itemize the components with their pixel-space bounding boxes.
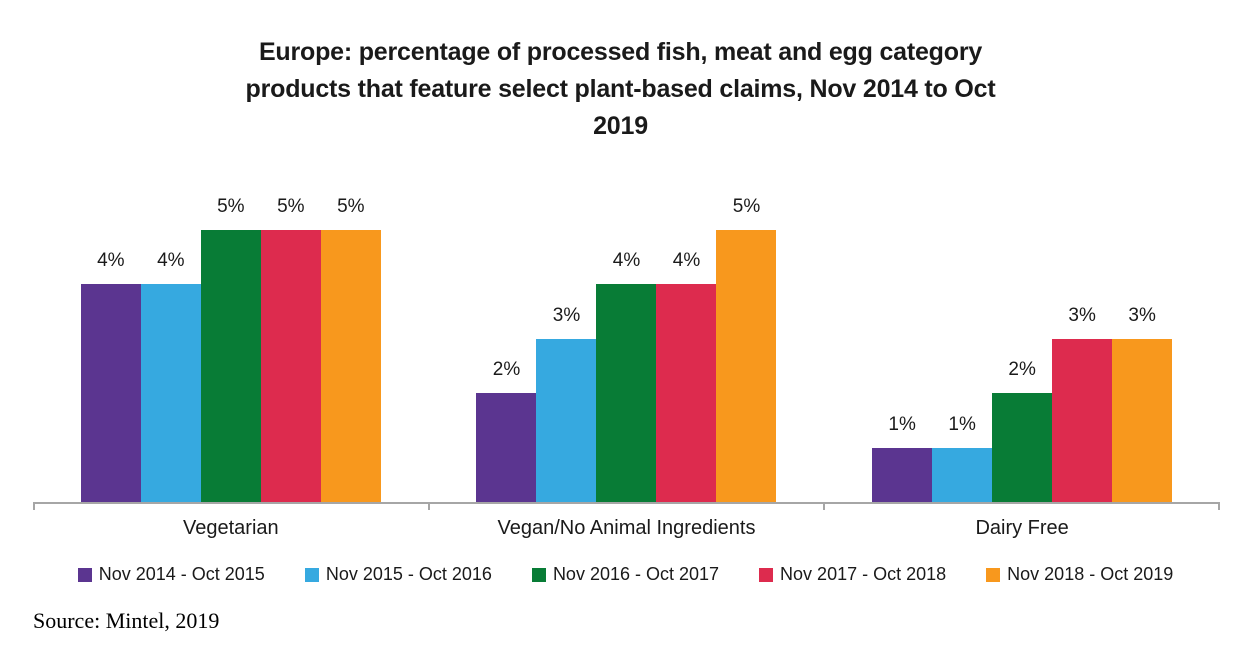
legend-swatch-icon [304, 567, 319, 582]
legend-swatch-icon [77, 567, 92, 582]
legend-label: Nov 2017 - Oct 2018 [780, 564, 947, 584]
bar-value-label: 4% [672, 250, 701, 272]
bar-group-3: 1% 1% 2% 3% 3% [824, 185, 1220, 502]
bar-value-label: 1% [948, 413, 976, 435]
bar-value-label: 4% [157, 250, 185, 272]
legend-item: Nov 2016 - Oct 2017 [531, 564, 720, 585]
source-note: Source: Mintel, 2019 [33, 608, 220, 633]
bar-value-label: 3% [552, 304, 581, 326]
axis-tick [427, 502, 430, 510]
legend-item: Nov 2015 - Oct 2016 [304, 564, 492, 585]
legend-swatch-icon [986, 567, 1001, 582]
axis-tick [1218, 502, 1220, 510]
bar-value-label: 3% [1128, 304, 1156, 326]
bar-value-label: 4% [97, 250, 125, 272]
legend-item: Nov 2018 - Oct 2019 [986, 564, 1173, 585]
bar: 4% [140, 251, 201, 502]
chart-title-line-3: 2019 [593, 112, 648, 140]
bar: 5% [716, 197, 777, 502]
bar: 5% [260, 197, 321, 502]
legend-label: Nov 2014 - Oct 2015 [98, 564, 265, 584]
category-label: Vegetarian [183, 517, 279, 539]
bar-value-label: 5% [732, 196, 761, 217]
chart-title-line-1: Europe: percentage of processed fish, me… [258, 38, 983, 66]
category-label: Vegan/No Animal Ingredients [497, 517, 756, 539]
chart-title-line-2: products that feature select plant-based… [245, 75, 996, 103]
plot-area: 4% 4% 5% 5% 5% 2% 3% 4% 4% 5% 1% 1% 2% 3% 3% [33, 185, 1220, 510]
axis-tick [33, 502, 35, 510]
bar: 1% [872, 414, 933, 502]
legend-label: Nov 2015 - Oct 2016 [325, 564, 492, 584]
legend: Nov 2014 - Oct 2015 Nov 2015 - Oct 2016 No… [0, 564, 1251, 585]
axis-tick [823, 502, 826, 510]
legend-swatch-icon [531, 567, 546, 582]
bar: 4% [80, 251, 141, 502]
legend-swatch-icon [759, 567, 774, 582]
bar-value-label: 5% [277, 196, 305, 217]
bar: 5% [320, 197, 381, 502]
bar: 4% [656, 251, 717, 502]
chart-title: Europe: percentage of processed fish, me… [0, 34, 1241, 145]
bar: 2% [992, 360, 1053, 502]
x-axis-category-labels: Vegetarian Vegan/No Animal Ingredients Dai… [33, 516, 1220, 540]
bar-group-1: 4% 4% 5% 5% 5% [33, 185, 429, 502]
bar-group-2: 2% 3% 4% 4% 5% [429, 185, 825, 502]
bar: 1% [932, 414, 993, 502]
legend-item: Nov 2014 - Oct 2015 [77, 564, 265, 585]
bar-value-label: 2% [1008, 359, 1036, 381]
bar: 5% [200, 197, 261, 502]
bar-value-label: 3% [1068, 304, 1096, 326]
bar-value-label: 4% [612, 250, 641, 272]
bar: 3% [536, 305, 597, 502]
bar-value-label: 1% [888, 413, 916, 435]
bar: 2% [476, 360, 537, 502]
bar: 3% [1052, 305, 1113, 502]
bar-value-label: 5% [337, 196, 365, 217]
bar-value-label: 2% [492, 359, 521, 381]
legend-label: Nov 2018 - Oct 2019 [1007, 564, 1174, 584]
bar-value-label: 5% [217, 196, 245, 217]
bar: 4% [596, 251, 657, 502]
bar: 3% [1112, 305, 1173, 502]
legend-item: Nov 2017 - Oct 2018 [759, 564, 946, 585]
legend-label: Nov 2016 - Oct 2017 [552, 564, 720, 584]
category-label: Dairy Free [975, 517, 1069, 539]
